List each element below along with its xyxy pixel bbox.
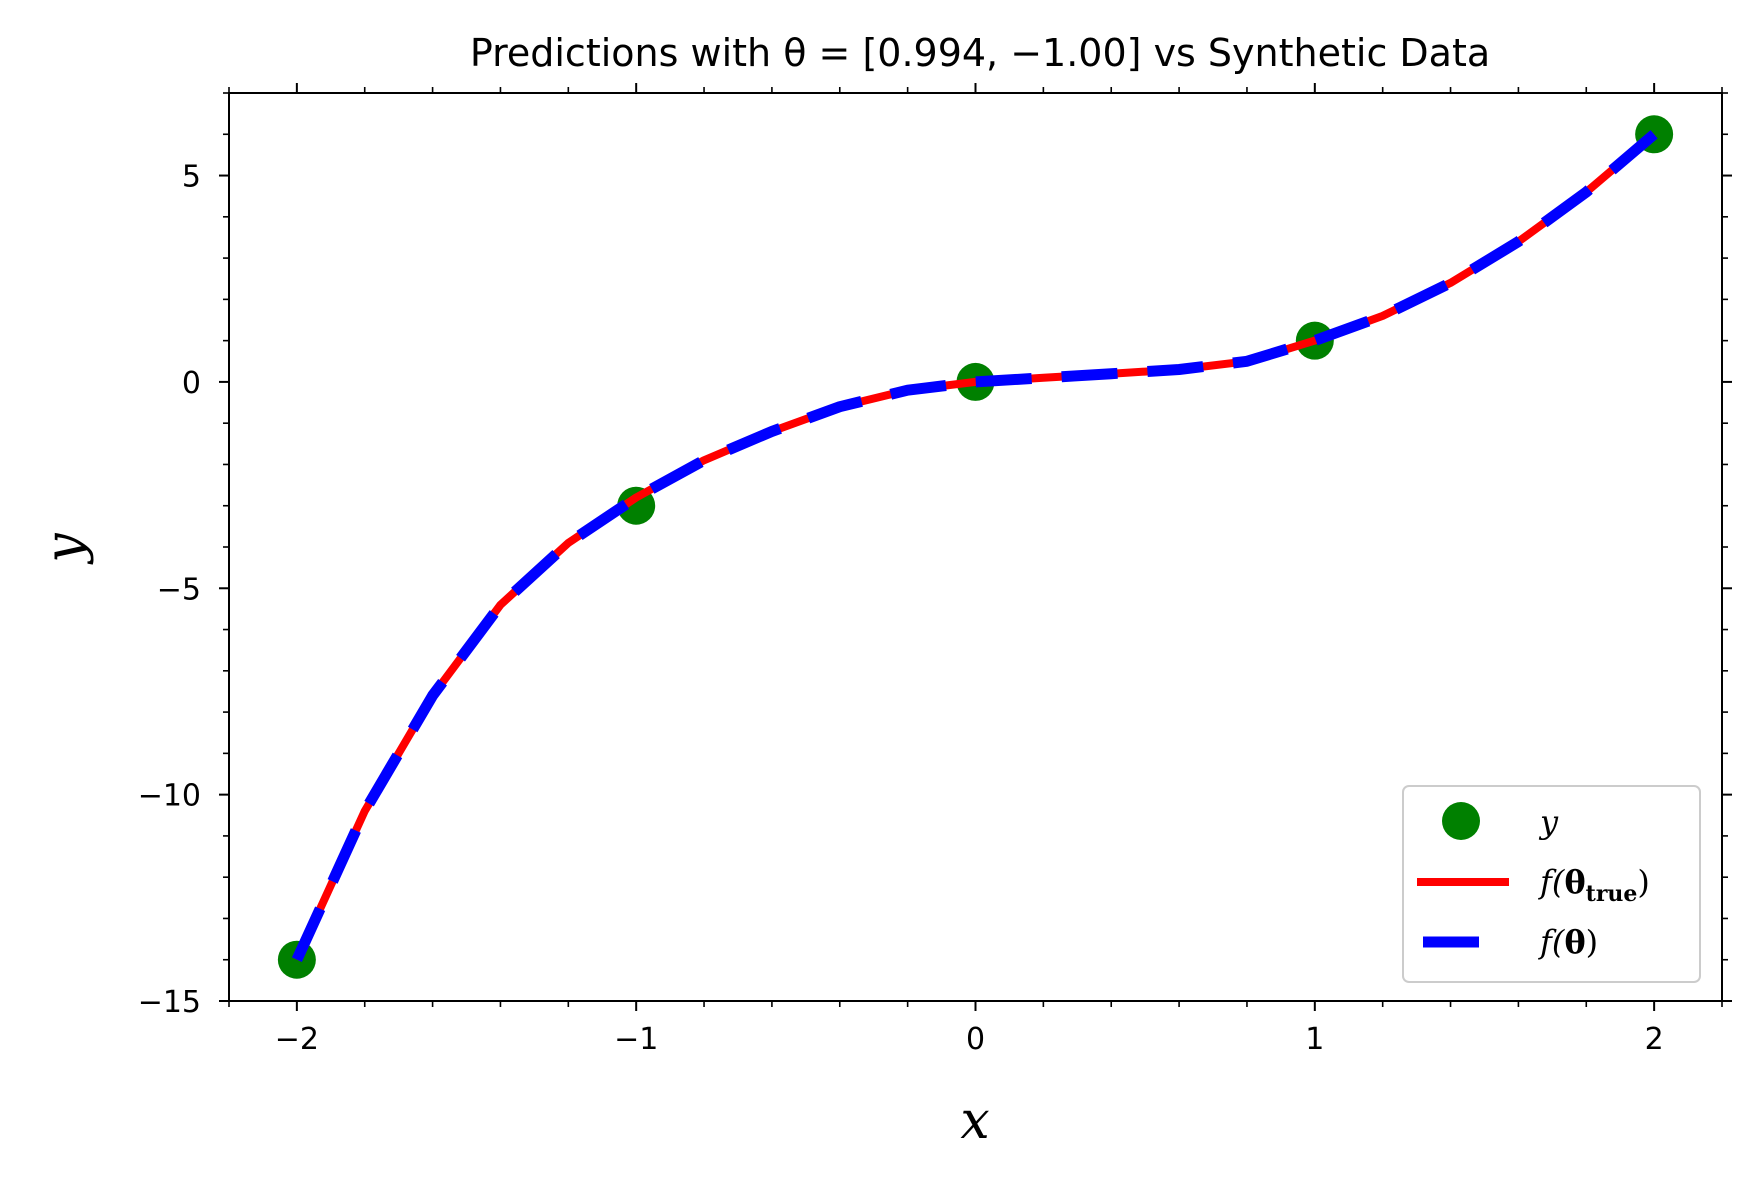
data-point-y xyxy=(277,940,316,979)
axis-ticks: −2 −1 0 1 2−15−10−505 xyxy=(138,83,1732,1057)
x-axis-label: x xyxy=(960,1091,989,1151)
legend-marker-y xyxy=(1442,802,1480,840)
legend-pred-theta: θ xyxy=(1564,923,1585,961)
y-tick-label: 5 xyxy=(182,160,201,195)
legend-label-pred: f(θ) xyxy=(1538,923,1598,961)
y-tick-label: −5 xyxy=(157,572,201,607)
legend-label-true: f(θtrue) xyxy=(1538,863,1650,907)
legend: y f(θtrue) f(θ) xyxy=(1402,785,1701,983)
legend-label-y: y xyxy=(1538,803,1559,841)
series-line-f-theta xyxy=(291,130,1658,962)
legend-pred-close: ) xyxy=(1586,923,1598,961)
x-tick-label: −1 xyxy=(614,1022,658,1057)
x-tick-label: 1 xyxy=(1305,1022,1324,1057)
x-tick-label: 2 xyxy=(1645,1022,1664,1057)
y-tick-label: −15 xyxy=(138,985,201,1020)
legend-true-sub: true xyxy=(1586,881,1638,907)
y-axis-label: y xyxy=(35,533,95,565)
legend-true-close: ) xyxy=(1637,863,1649,901)
x-tick-label: −2 xyxy=(275,1022,319,1057)
chart-title: Predictions with θ = [0.994, −1.00] vs S… xyxy=(470,31,1490,75)
legend-box xyxy=(1402,785,1701,983)
y-tick-label: 0 xyxy=(182,366,201,401)
plot-area xyxy=(277,115,1674,979)
legend-label-y-text: y xyxy=(1538,803,1559,841)
x-tick-label: 0 xyxy=(966,1022,985,1057)
legend-pred-f: f( xyxy=(1538,923,1566,961)
y-tick-label: −10 xyxy=(138,779,201,814)
legend-true-f: f( xyxy=(1538,863,1566,901)
legend-true-theta: θ xyxy=(1564,863,1585,901)
